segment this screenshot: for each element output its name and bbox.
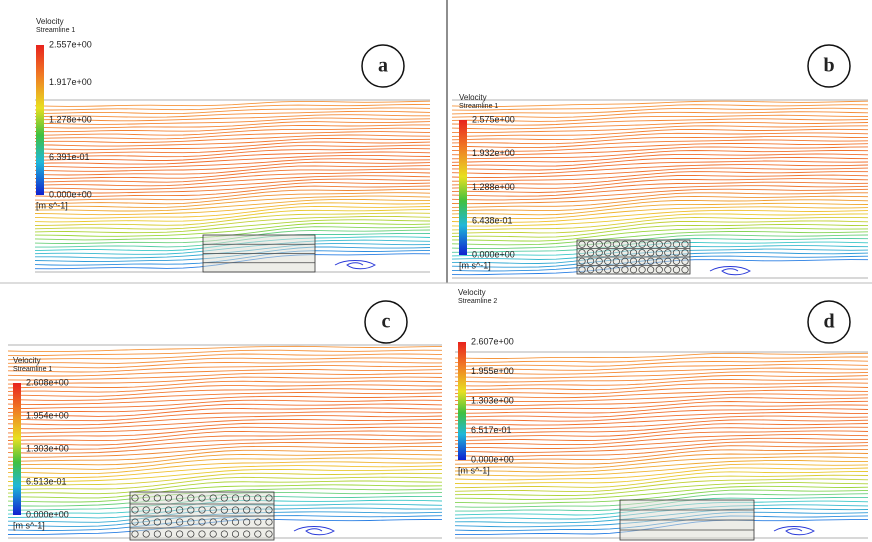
colorbar-label: 1.955e+00 (471, 366, 514, 376)
streamline (35, 199, 430, 211)
legend-title: Velocity (13, 356, 41, 365)
colorbar-label: 0.000e+00 (49, 189, 92, 199)
colorbar-label: 2.557e+00 (49, 39, 92, 49)
legend-title: Velocity (36, 17, 64, 26)
streamline (455, 372, 868, 378)
vortex (774, 527, 814, 535)
streamline (35, 166, 430, 175)
streamline (35, 186, 430, 197)
streamline (452, 140, 868, 148)
streamline (452, 217, 868, 230)
streamline (8, 477, 442, 489)
panel-label: c (382, 311, 391, 333)
streamline (452, 136, 868, 143)
colorbar-label: 2.607e+00 (471, 336, 514, 346)
streamline (452, 196, 868, 207)
colorbar-label: 1.932e+00 (472, 148, 515, 158)
colorbar (36, 45, 44, 195)
vortex (294, 527, 334, 535)
colorbar-label: 1.303e+00 (471, 395, 514, 405)
streamline (8, 473, 442, 486)
streamline (452, 105, 868, 111)
streamline (8, 466, 442, 478)
legend-subtitle: Streamline 2 (458, 298, 497, 305)
colorbar-label: 6.517e-01 (471, 425, 512, 435)
colorbar (458, 342, 466, 460)
colorbar-label: 1.288e+00 (472, 182, 515, 192)
streamline (35, 203, 430, 215)
colorbar-unit: [m s^-1] (13, 520, 45, 530)
vortex (335, 261, 375, 269)
colorbar-label: 1.303e+00 (26, 443, 69, 453)
streamline (35, 183, 430, 193)
streamline (35, 118, 430, 124)
panel-label: a (378, 55, 388, 77)
legend-title: Velocity (458, 288, 486, 297)
colorbar-unit: [m s^-1] (36, 200, 68, 210)
colorbar (13, 383, 21, 515)
legend-subtitle: Streamline 1 (459, 103, 498, 110)
colorbar-label: 1.954e+00 (26, 410, 69, 420)
streamline (35, 105, 430, 111)
colorbar-label: 6.513e-01 (26, 476, 67, 486)
colorbar-label: 0.000e+00 (26, 509, 69, 519)
streamline (455, 357, 868, 363)
colorbar-label: 1.917e+00 (49, 77, 92, 87)
legend-subtitle: Streamline 1 (36, 27, 75, 34)
colorbar-label: 6.438e-01 (472, 216, 513, 226)
legend-title: Velocity (459, 93, 487, 102)
streamline (455, 394, 868, 402)
streamline (452, 221, 868, 233)
streamline (8, 450, 442, 461)
streamline (8, 373, 442, 380)
panel-label: b (823, 55, 834, 77)
streamline (455, 472, 868, 484)
streamline (8, 385, 442, 392)
streamline (8, 381, 442, 388)
streamline (455, 390, 868, 398)
panel-label: d (823, 311, 834, 333)
streamline (455, 457, 868, 468)
colorbar-label: 2.608e+00 (26, 377, 69, 387)
streamline (35, 115, 430, 121)
streamline (8, 369, 442, 376)
figure: VelocityStreamline 12.557e+001.917e+001.… (0, 0, 872, 542)
colorbar-label: 1.278e+00 (49, 114, 92, 124)
streamline (35, 169, 430, 179)
streamline (455, 379, 868, 386)
colorbar-label: 0.000e+00 (472, 249, 515, 259)
legend-subtitle: Streamline 1 (13, 366, 52, 373)
colorbar-unit: [m s^-1] (459, 260, 491, 270)
colorbar (459, 120, 467, 255)
panel: VelocityStreamline 1 2.608e+00 1.954e+00 1.… (8, 301, 442, 540)
streamline (8, 389, 442, 397)
colorbar-label: 2.575e+00 (472, 114, 515, 124)
colorbar-unit: [m s^-1] (458, 465, 490, 475)
colorbar-label: 6.391e-01 (49, 152, 90, 162)
vortex (710, 267, 750, 275)
colorbar-label: 0.000e+00 (471, 454, 514, 464)
panel: VelocityStreamline 1 2.575e+00 1.932e+00 1.… (452, 45, 868, 278)
streamline (455, 475, 868, 488)
streamline (8, 446, 442, 457)
streamline (455, 376, 868, 383)
streamline (8, 470, 442, 482)
